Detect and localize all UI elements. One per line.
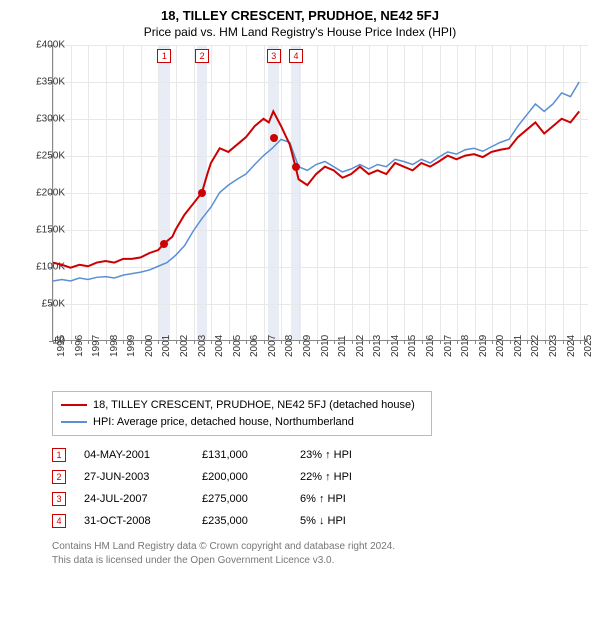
marker-box-4: 4 [289,49,303,63]
footer: Contains HM Land Registry data © Crown c… [52,540,572,568]
legend-label: HPI: Average price, detached house, Nort… [93,414,354,431]
chart-subtitle: Price paid vs. HM Land Registry's House … [0,23,600,45]
arrow-up-icon: ↑ [319,493,325,505]
row-date: 31-OCT-2008 [84,515,184,527]
row-pct: 6% ↑ HPI [300,493,390,505]
row-pct: 5% ↓ HPI [300,515,390,527]
xtick [194,340,195,344]
row-marker: 2 [52,470,66,484]
xtick [510,340,511,344]
row-price: £200,000 [202,471,282,483]
xtick [106,340,107,344]
row-pct: 22% ↑ HPI [300,471,390,483]
data-point-1 [160,240,168,248]
xtick [246,340,247,344]
xtick [352,340,353,344]
arrow-up-icon: ↑ [325,449,331,461]
arrow-down-icon: ↓ [319,515,325,527]
table-row: 2 27-JUN-2003 £200,000 22% ↑ HPI [52,466,600,488]
xtick [580,340,581,344]
row-marker: 3 [52,492,66,506]
row-price: £131,000 [202,449,282,461]
series-hpi [53,82,579,281]
xtick [176,340,177,344]
table-row: 1 04-MAY-2001 £131,000 23% ↑ HPI [52,444,600,466]
xtick [475,340,476,344]
row-price: £235,000 [202,515,282,527]
xtick [299,340,300,344]
xtick [527,340,528,344]
xtick [211,340,212,344]
table-row: 4 31-OCT-2008 £235,000 5% ↓ HPI [52,510,600,532]
xtick [422,340,423,344]
xtick [141,340,142,344]
legend-swatch [61,404,87,406]
xtick [123,340,124,344]
xtick [281,340,282,344]
xtick [71,340,72,344]
arrow-up-icon: ↑ [325,471,331,483]
row-date: 27-JUN-2003 [84,471,184,483]
marker-box-3: 3 [267,49,281,63]
series-property [53,111,579,267]
transactions-table: 1 04-MAY-2001 £131,000 23% ↑ HPI 2 27-JUN-200… [52,444,600,532]
xtick [88,340,89,344]
marker-box-2: 2 [195,49,209,63]
xtick [53,340,54,344]
chart-lines [53,45,588,340]
legend-label: 18, TILLEY CRESCENT, PRUDHOE, NE42 5FJ (… [93,397,415,414]
row-date: 04-MAY-2001 [84,449,184,461]
row-marker: 1 [52,448,66,462]
xtick [545,340,546,344]
xtick [563,340,564,344]
xtick [264,340,265,344]
xtick [158,340,159,344]
xtick [229,340,230,344]
data-point-4 [292,163,300,171]
row-date: 24-JUL-2007 [84,493,184,505]
xtick [492,340,493,344]
data-point-2 [198,189,206,197]
legend-swatch [61,421,87,423]
row-price: £275,000 [202,493,282,505]
xtick [457,340,458,344]
chart-plot: £0£50K£100K£150K£200K£250K£300K£350K£400… [52,45,588,341]
data-point-3 [270,134,278,142]
marker-box-1: 1 [157,49,171,63]
xtick [317,340,318,344]
footer-line2: This data is licensed under the Open Gov… [52,554,572,568]
xtick [440,340,441,344]
xtick [404,340,405,344]
footer-line1: Contains HM Land Registry data © Crown c… [52,540,572,554]
xtick [387,340,388,344]
row-marker: 4 [52,514,66,528]
table-row: 3 24-JUL-2007 £275,000 6% ↑ HPI [52,488,600,510]
chart-area: £0£50K£100K£150K£200K£250K£300K£350K£400… [36,45,596,385]
xtick [369,340,370,344]
row-pct: 23% ↑ HPI [300,449,390,461]
xtick [334,340,335,344]
legend-row: 18, TILLEY CRESCENT, PRUDHOE, NE42 5FJ (… [61,397,423,414]
chart-title: 18, TILLEY CRESCENT, PRUDHOE, NE42 5FJ [0,0,600,23]
legend-row: HPI: Average price, detached house, Nort… [61,414,423,431]
legend: 18, TILLEY CRESCENT, PRUDHOE, NE42 5FJ (… [52,391,432,436]
